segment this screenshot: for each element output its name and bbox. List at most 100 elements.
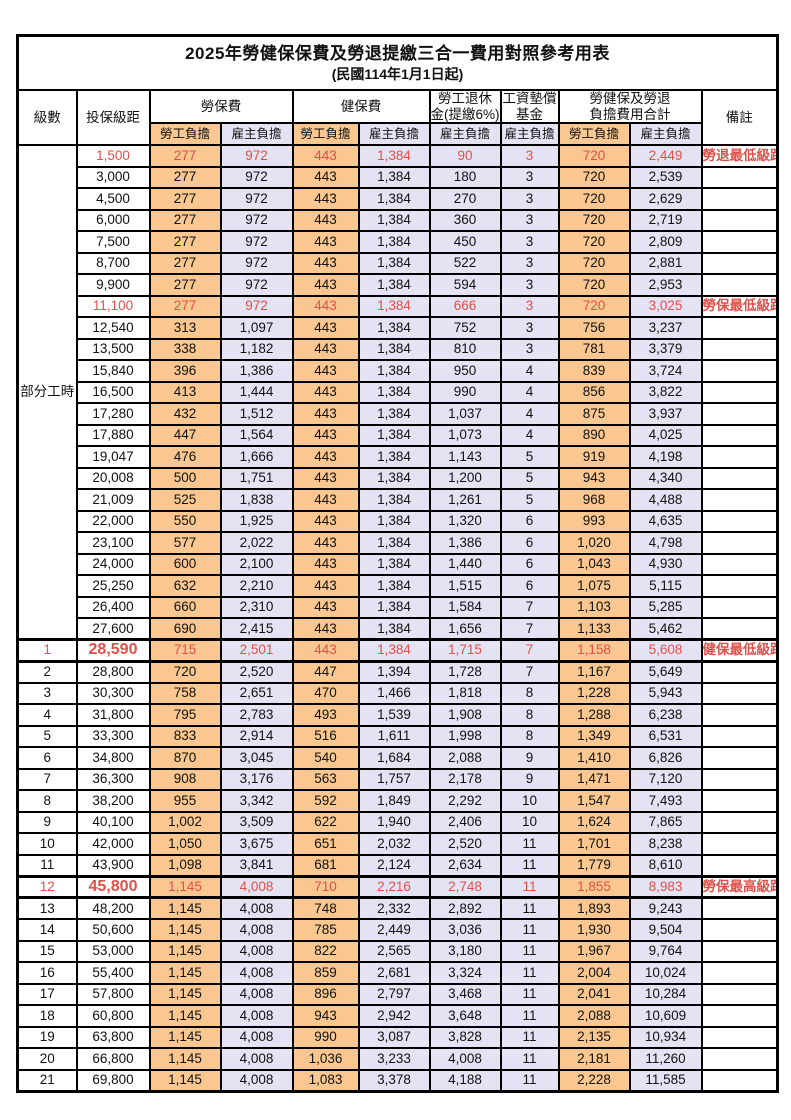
total-employee-cell: 756 <box>557 316 631 340</box>
col-header-level: 級數 <box>16 89 78 146</box>
labor-employee-cell: 1,145 <box>148 1025 222 1049</box>
labor-employee-cell: 758 <box>148 681 222 705</box>
labor-employee-cell: 313 <box>148 316 222 340</box>
remark-cell <box>700 380 779 404</box>
table-row: 17,880 447 1,564 443 1,384 1,073 4 890 4,025 <box>18 423 779 447</box>
total-employer-cell: 10,934 <box>628 1025 703 1049</box>
total-employee-cell: 1,288 <box>557 703 631 727</box>
table-row: 6,000 277 972 443 1,384 360 3 720 2,719 <box>18 208 779 232</box>
health-employee-cell: 651 <box>291 832 360 856</box>
table-row: 17,280 432 1,512 443 1,384 1,037 4 875 3,937 <box>18 402 779 426</box>
health-employee-cell: 710 <box>291 874 360 899</box>
labor-employee-cell: 833 <box>148 724 222 748</box>
total-employer-cell: 2,719 <box>628 208 703 232</box>
health-employee-cell: 540 <box>291 746 360 770</box>
health-employer-cell: 1,757 <box>357 767 431 791</box>
labor-employee-cell: 720 <box>148 660 222 684</box>
health-employer-cell: 1,384 <box>357 273 431 297</box>
health-employer-cell: 1,384 <box>357 574 431 598</box>
health-employee-cell: 493 <box>291 703 360 727</box>
remark-cell <box>700 1025 779 1049</box>
table-row: 9 40,100 1,002 3,509 622 1,940 2,406 10 1,624 7,8… <box>16 810 779 834</box>
wage-fund-cell: 5 <box>499 445 560 469</box>
pension-cell: 990 <box>428 380 502 404</box>
total-employer-cell: 2,881 <box>628 251 703 275</box>
pension-cell: 1,584 <box>428 595 502 619</box>
remark-cell: 勞保最低級距 <box>700 294 779 318</box>
health-employee-cell: 443 <box>291 552 360 576</box>
total-employer-cell: 11,585 <box>628 1068 703 1092</box>
pension-cell: 2,748 <box>428 874 502 899</box>
total-employee-cell: 943 <box>557 466 631 490</box>
remark-cell <box>700 724 779 748</box>
total-employee-cell: 2,088 <box>557 1004 631 1028</box>
health-employer-cell: 3,378 <box>357 1068 431 1092</box>
pension-cell: 2,406 <box>428 810 502 834</box>
wage-fund-cell: 3 <box>499 165 560 189</box>
bracket-cell: 27,600 <box>75 617 151 641</box>
health-employer-cell: 1,384 <box>357 531 431 555</box>
total-employee-cell: 993 <box>557 509 631 533</box>
labor-employee-cell: 277 <box>148 273 222 297</box>
total-employer-cell: 6,238 <box>628 703 703 727</box>
bracket-cell: 45,800 <box>75 874 151 899</box>
labor-employer-cell: 4,008 <box>219 1004 294 1028</box>
remark-cell <box>700 574 779 598</box>
total-employer-cell: 2,809 <box>628 230 703 254</box>
total-employee-cell: 968 <box>557 488 631 512</box>
bracket-cell: 28,590 <box>75 638 151 663</box>
remark-cell: 勞退最低級距 <box>700 144 779 168</box>
remark-cell <box>700 853 779 877</box>
labor-employee-cell: 1,145 <box>148 1047 222 1071</box>
labor-employer-cell: 972 <box>219 187 294 211</box>
bracket-cell: 15,840 <box>75 359 151 383</box>
health-employer-cell: 1,384 <box>357 165 431 189</box>
wage-fund-cell: 11 <box>499 853 560 877</box>
labor-employer-cell: 972 <box>219 208 294 232</box>
labor-employer-cell: 4,008 <box>219 1068 294 1092</box>
table-title-cell: 2025年勞健保保費及勞退提繳三合一費用對照參考用表 (民國114年1月1日起) <box>16 34 779 91</box>
health-employee-cell: 447 <box>291 660 360 684</box>
labor-employer-cell: 1,386 <box>219 359 294 383</box>
labor-employer-cell: 2,100 <box>219 552 294 576</box>
labor-employee-cell: 1,145 <box>148 982 222 1006</box>
wage-fund-cell: 4 <box>499 380 560 404</box>
wage-fund-cell: 4 <box>499 423 560 447</box>
labor-employee-cell: 908 <box>148 767 222 791</box>
total-employee-cell: 856 <box>557 380 631 404</box>
remark-cell <box>700 961 779 985</box>
total-employee-cell: 1,930 <box>557 918 631 942</box>
labor-employee-cell: 1,145 <box>148 1068 222 1092</box>
remark-cell: 健保最低級距 <box>700 638 779 663</box>
health-employer-cell: 1,384 <box>357 445 431 469</box>
pension-cell: 270 <box>428 187 502 211</box>
total-employee-cell: 1,779 <box>557 853 631 877</box>
total-employee-cell: 720 <box>557 165 631 189</box>
health-employee-cell: 748 <box>291 896 360 920</box>
remark-cell <box>700 703 779 727</box>
title-row: 2025年勞健保保費及勞退提繳三合一費用對照參考用表 (民國114年1月1日起) <box>16 34 779 91</box>
remark-cell <box>700 359 779 383</box>
table-row: 20 66,800 1,145 4,008 1,036 3,233 4,008 11 2,181… <box>16 1047 779 1071</box>
total-employee-cell: 1,103 <box>557 595 631 619</box>
total-employee-cell: 890 <box>557 423 631 447</box>
health-employee-cell: 622 <box>291 810 360 834</box>
health-employee-cell: 443 <box>291 208 360 232</box>
table-row: 19,047 476 1,666 443 1,384 1,143 5 919 4,198 <box>18 445 779 469</box>
labor-employer-cell: 1,097 <box>219 316 294 340</box>
health-employer-cell: 1,611 <box>357 724 431 748</box>
wage-fund-cell: 3 <box>499 273 560 297</box>
subheader-health-employer: 雇主負擔 <box>357 122 431 146</box>
pension-cell: 3,468 <box>428 982 502 1006</box>
pension-cell: 1,656 <box>428 617 502 641</box>
health-employee-cell: 443 <box>291 359 360 383</box>
total-employer-cell: 4,340 <box>628 466 703 490</box>
sub-header-row: 勞工負擔 雇主負擔 勞工負擔 雇主負擔 雇主負擔 雇主負擔 勞工負擔 雇主負擔 <box>18 122 778 146</box>
labor-employer-cell: 4,008 <box>219 982 294 1006</box>
bracket-cell: 69,800 <box>75 1068 151 1092</box>
pension-cell: 1,037 <box>428 402 502 426</box>
bracket-cell: 3,000 <box>75 165 151 189</box>
pension-cell: 1,515 <box>428 574 502 598</box>
wage-fund-cell: 11 <box>499 1068 560 1092</box>
pension-cell: 2,634 <box>428 853 502 877</box>
